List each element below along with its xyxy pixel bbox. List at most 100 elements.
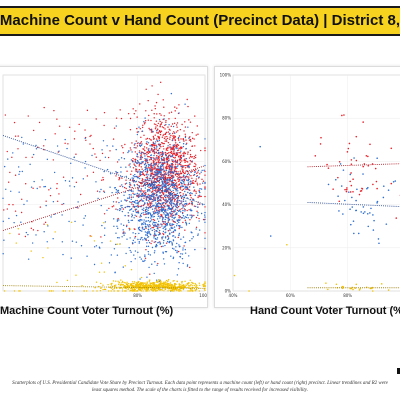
data-point: [172, 230, 175, 233]
data-point: [181, 282, 183, 284]
data-point: [174, 179, 176, 181]
data-point: [170, 134, 172, 137]
data-point: [164, 244, 166, 247]
data-point: [161, 214, 163, 216]
data-point: [362, 121, 364, 123]
data-point: [341, 114, 343, 117]
data-point: [147, 193, 149, 196]
data-point: [141, 180, 143, 182]
data-point: [366, 187, 368, 190]
data-point: [204, 216, 206, 218]
data-point: [352, 220, 355, 222]
data-point: [149, 221, 151, 223]
data-point: [191, 170, 194, 172]
data-point: [159, 131, 162, 134]
data-point: [89, 235, 91, 237]
data-point: [7, 181, 10, 183]
data-point: [141, 178, 144, 180]
data-point: [345, 190, 348, 193]
data-point: [176, 122, 179, 124]
data-point: [167, 200, 169, 202]
data-point: [58, 150, 60, 152]
data-point: [166, 152, 169, 155]
data-point: [147, 250, 150, 253]
data-point: [161, 187, 164, 190]
data-point: [153, 178, 156, 180]
data-point: [52, 237, 54, 240]
data-point: [169, 197, 171, 199]
data-point: [151, 193, 153, 196]
data-point: [156, 179, 158, 181]
data-point: [194, 154, 197, 156]
data-point: [164, 216, 167, 218]
data-point: [161, 164, 164, 167]
data-point: [164, 237, 167, 239]
data-point: [138, 164, 141, 166]
data-point: [178, 178, 181, 181]
data-point: [117, 227, 119, 230]
data-point: [149, 129, 152, 131]
data-point: [115, 125, 117, 127]
data-point: [61, 214, 63, 216]
data-point: [184, 133, 186, 135]
data-point: [32, 129, 35, 132]
data-point: [159, 232, 161, 235]
data-point: [93, 246, 96, 248]
data-point: [191, 181, 193, 183]
data-point: [103, 222, 105, 224]
data-point: [177, 236, 179, 239]
data-point: [30, 227, 33, 230]
data-point: [179, 216, 182, 218]
data-point: [140, 288, 142, 290]
data-point: [191, 209, 193, 212]
data-point: [167, 131, 170, 133]
data-point: [164, 132, 167, 135]
data-point: [163, 157, 165, 159]
data-point: [198, 220, 200, 222]
data-point: [145, 238, 147, 240]
data-point: [172, 211, 174, 213]
data-point: [351, 206, 354, 208]
data-point: [160, 157, 163, 159]
data-point: [123, 281, 125, 284]
data-point: [342, 213, 344, 215]
data-point: [134, 210, 137, 212]
data-point: [95, 156, 97, 158]
data-point: [168, 169, 170, 171]
data-point: [160, 177, 162, 179]
data-point: [356, 188, 358, 191]
data-point: [178, 214, 180, 217]
data-point: [168, 241, 170, 244]
data-point: [154, 212, 156, 214]
data-point: [182, 193, 184, 195]
data-point: [346, 187, 348, 189]
data-point: [183, 217, 185, 219]
data-point: [132, 239, 135, 242]
data-point: [165, 153, 167, 155]
data-point: [58, 125, 61, 127]
data-point: [165, 173, 167, 175]
data-point: [179, 128, 182, 131]
data-point: [172, 256, 175, 259]
data-point: [84, 215, 87, 217]
data-point: [171, 201, 173, 203]
data-point: [132, 196, 134, 198]
data-point: [195, 169, 197, 171]
data-point: [171, 155, 174, 157]
data-point: [168, 233, 171, 235]
data-point: [140, 183, 143, 185]
data-point: [344, 199, 346, 202]
data-point: [144, 202, 146, 204]
data-point: [193, 138, 195, 140]
data-point: [147, 167, 149, 169]
data-point: [167, 213, 169, 216]
data-point: [177, 165, 179, 167]
data-point: [115, 188, 118, 191]
data-point: [64, 290, 67, 292]
data-point: [131, 213, 133, 215]
data-point: [154, 261, 156, 263]
data-point: [17, 166, 20, 168]
data-point: [127, 151, 129, 154]
data-point: [135, 285, 138, 287]
data-point: [158, 143, 160, 145]
